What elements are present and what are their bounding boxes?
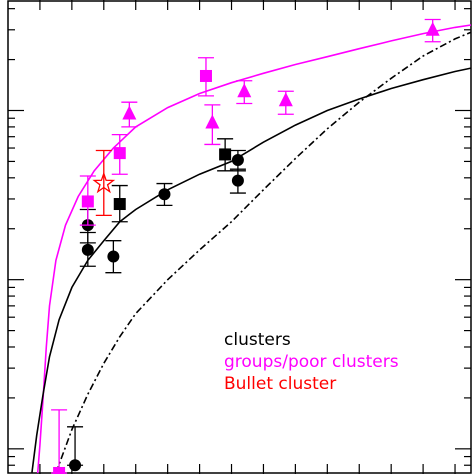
data-point — [197, 57, 214, 97]
legend-label-groups: groups/poor clusters — [224, 352, 399, 372]
marker-triangle — [122, 105, 137, 120]
data-point — [156, 182, 173, 206]
data-point — [111, 133, 128, 175]
marker-triangle — [237, 83, 252, 98]
data-points — [51, 18, 441, 474]
data-point — [204, 104, 221, 146]
marker-circle — [231, 153, 244, 166]
marker-square — [219, 148, 232, 161]
data-point — [51, 409, 68, 474]
marker-square — [113, 147, 126, 160]
data-point — [105, 240, 122, 274]
data-point — [111, 184, 128, 223]
model-curve-3 — [55, 31, 472, 474]
marker-square — [81, 195, 94, 208]
plot-frame — [7, 0, 472, 474]
legend: clusters groups/poor clusters Bullet clu… — [224, 330, 399, 394]
marker-square — [199, 69, 212, 82]
data-point — [121, 101, 138, 128]
model-curves — [31, 24, 472, 474]
data-point — [79, 231, 96, 267]
data-point — [92, 149, 116, 217]
data-point — [67, 426, 84, 472]
marker-circle — [158, 188, 171, 201]
data-point — [79, 175, 96, 226]
data-point — [217, 138, 234, 172]
marker-circle — [107, 250, 120, 263]
marker-star — [92, 171, 116, 194]
model-curve-2 — [31, 67, 472, 474]
model-curve-1 — [36, 24, 472, 474]
legend-label-clusters: clusters — [224, 330, 291, 350]
data-point — [229, 168, 246, 194]
marker-circle — [81, 243, 94, 256]
marker-circle — [69, 459, 82, 472]
marker-square — [53, 466, 66, 474]
marker-triangle — [278, 92, 293, 107]
data-point — [424, 18, 441, 43]
marker-square — [113, 198, 126, 211]
data-point — [236, 80, 253, 105]
plot-axes — [7, 0, 472, 474]
legend-label-bullet: Bullet cluster — [224, 374, 336, 394]
data-point — [277, 90, 294, 115]
marker-triangle — [205, 114, 220, 129]
marker-triangle — [425, 21, 440, 36]
marker-circle — [231, 174, 244, 187]
